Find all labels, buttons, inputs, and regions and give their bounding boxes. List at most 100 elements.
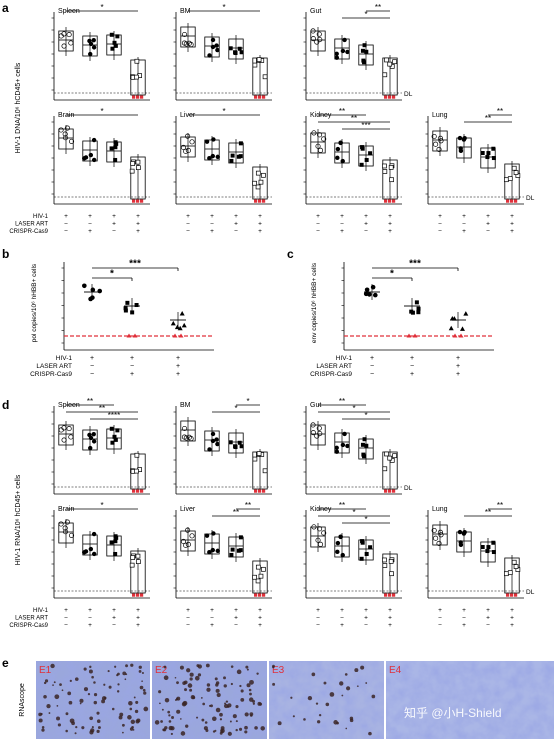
panel-d-lung-point	[458, 540, 463, 545]
panel-d-gut-point	[362, 437, 367, 442]
panel-c-red-point	[452, 333, 458, 338]
panel-d-gut-point	[361, 452, 366, 457]
panel-d-sign: −	[112, 622, 116, 629]
rnascope-dot-e1	[69, 679, 72, 683]
panel-d-spleen-sig-label: **	[87, 397, 93, 406]
panel-d-liver-point	[258, 573, 264, 579]
panel-a-lung-point	[458, 146, 463, 151]
rnascope-dot-e2	[184, 688, 188, 692]
panel-a-brain-point	[91, 137, 97, 143]
panel-a-liver-point	[185, 147, 191, 154]
panel-a-lung-red-point	[506, 199, 510, 203]
panel-a-gut-red-point	[384, 95, 388, 99]
rnascope-dot-e2	[240, 689, 244, 693]
panel-b-sign: +	[130, 371, 134, 378]
panel-a-kidney-point	[338, 140, 343, 145]
rnascope-dot-e1	[53, 681, 56, 684]
panel-a-sign: −	[438, 228, 442, 235]
rnascope-dot-e1	[96, 719, 101, 723]
panel-d-brain-point	[88, 546, 94, 552]
panel-a-sign: +	[340, 228, 344, 235]
panel-c-red-point	[458, 333, 464, 338]
panel-d-liver-red-point	[254, 593, 258, 597]
panel-d-liver-point	[252, 574, 257, 580]
panel-b-point	[123, 306, 128, 311]
panel-a-kidney-box	[358, 145, 374, 167]
panel-d-lung-point	[503, 571, 509, 577]
rnascope-dot-e1	[74, 732, 77, 735]
panel-d-kidney-point	[360, 540, 365, 545]
panel-a-kidney-point	[359, 162, 364, 167]
panel-a-kidney-sig-label: **	[351, 114, 357, 123]
panel-d-lung-point	[462, 529, 467, 535]
panel-a-lung-point	[486, 151, 491, 156]
panel-d-gut-point	[340, 442, 346, 448]
rnascope-dot-e3	[356, 685, 359, 688]
rnascope-dot-e1	[131, 726, 134, 729]
panel-a-liver-point	[189, 139, 195, 145]
panel-d-spleen-point	[110, 440, 115, 445]
panel-d-brain-point	[62, 525, 68, 531]
panel-a-row-label: CRISPR-Cas9	[9, 229, 48, 235]
panel-d-lung-point	[511, 559, 517, 565]
panel-a-lung-point	[503, 177, 509, 183]
panel-a-gut-point	[392, 59, 397, 65]
panel-a-kidney-point	[368, 151, 373, 156]
rnascope-dot-e1	[130, 663, 134, 667]
panel-d-brain-point	[130, 555, 136, 560]
rnascope-dot-e2	[225, 700, 229, 703]
rnascope-dot-e1	[56, 705, 59, 707]
panel-d-brain-point	[129, 562, 135, 568]
panel-d-gut-point	[317, 430, 323, 437]
rnascope-dot-e2	[182, 681, 187, 686]
rnascope-dot-e2	[168, 714, 171, 717]
panel-a-bm-point	[262, 74, 268, 80]
panel-d-lung-red-point	[506, 593, 510, 597]
rnascope-dot-e2	[230, 682, 233, 686]
panel-d-brain-point	[135, 553, 141, 559]
rnascope-dot-e2	[244, 730, 248, 734]
panel-d-liver-point	[207, 549, 212, 555]
panel-d-sign: +	[510, 622, 514, 629]
rnascope-dot-e2	[154, 720, 160, 725]
panel-c-point	[364, 287, 370, 293]
panel-a-sign: +	[364, 213, 368, 220]
panel-a-brain-point	[114, 141, 119, 146]
rnascope-dot-e2	[254, 726, 258, 730]
panel-d-gut-point	[384, 451, 389, 457]
rnascope-dot-e2	[227, 731, 232, 736]
panel-a-lung-point	[438, 138, 444, 144]
panel-b-point	[90, 287, 96, 293]
rnascope-dot-e1	[88, 669, 93, 674]
panel-d-sign: +	[388, 622, 392, 629]
panel-a-gut-red-point	[388, 95, 392, 99]
panel-b-point	[123, 308, 128, 313]
panel-a-bm-box	[180, 26, 196, 48]
panel-d-lung-red-point	[514, 593, 518, 597]
panel-d-kidney-point	[321, 530, 327, 536]
rnascope-dot-e2	[176, 709, 181, 714]
panel-d-brain-box	[130, 550, 146, 594]
panel-a-brain-point	[62, 135, 69, 141]
panel-b-sign: +	[130, 355, 134, 362]
panel-a-spleen-box	[58, 30, 74, 52]
rnascope-dot-e3	[371, 694, 376, 699]
rnascope-dot-e2	[205, 663, 210, 668]
panel-a-spleen-sig-label: *	[100, 3, 103, 12]
rnascope-dot-e2	[214, 677, 218, 681]
panel-a-bm-point	[210, 44, 216, 50]
panel-d-lung-point	[438, 532, 444, 538]
rnascope-dot-e2	[194, 675, 200, 681]
rnascope-dot-e3	[277, 721, 282, 726]
panel-a-spleen-point	[112, 40, 117, 45]
panel-d-bm-sig-label: *	[246, 397, 249, 406]
rnascope-dot-e3	[290, 696, 293, 699]
panel-d-lung-point	[513, 564, 519, 569]
rnascope-dot-e2	[196, 716, 199, 719]
panel-a-kidney-point	[382, 163, 387, 169]
rnascope-dot-e3	[344, 673, 348, 676]
rnascope-dot-e2	[245, 665, 249, 669]
panel-a-sign: −	[88, 221, 92, 228]
rnascope-dot-e1	[90, 728, 95, 733]
panel-a-sign: +	[88, 228, 92, 235]
